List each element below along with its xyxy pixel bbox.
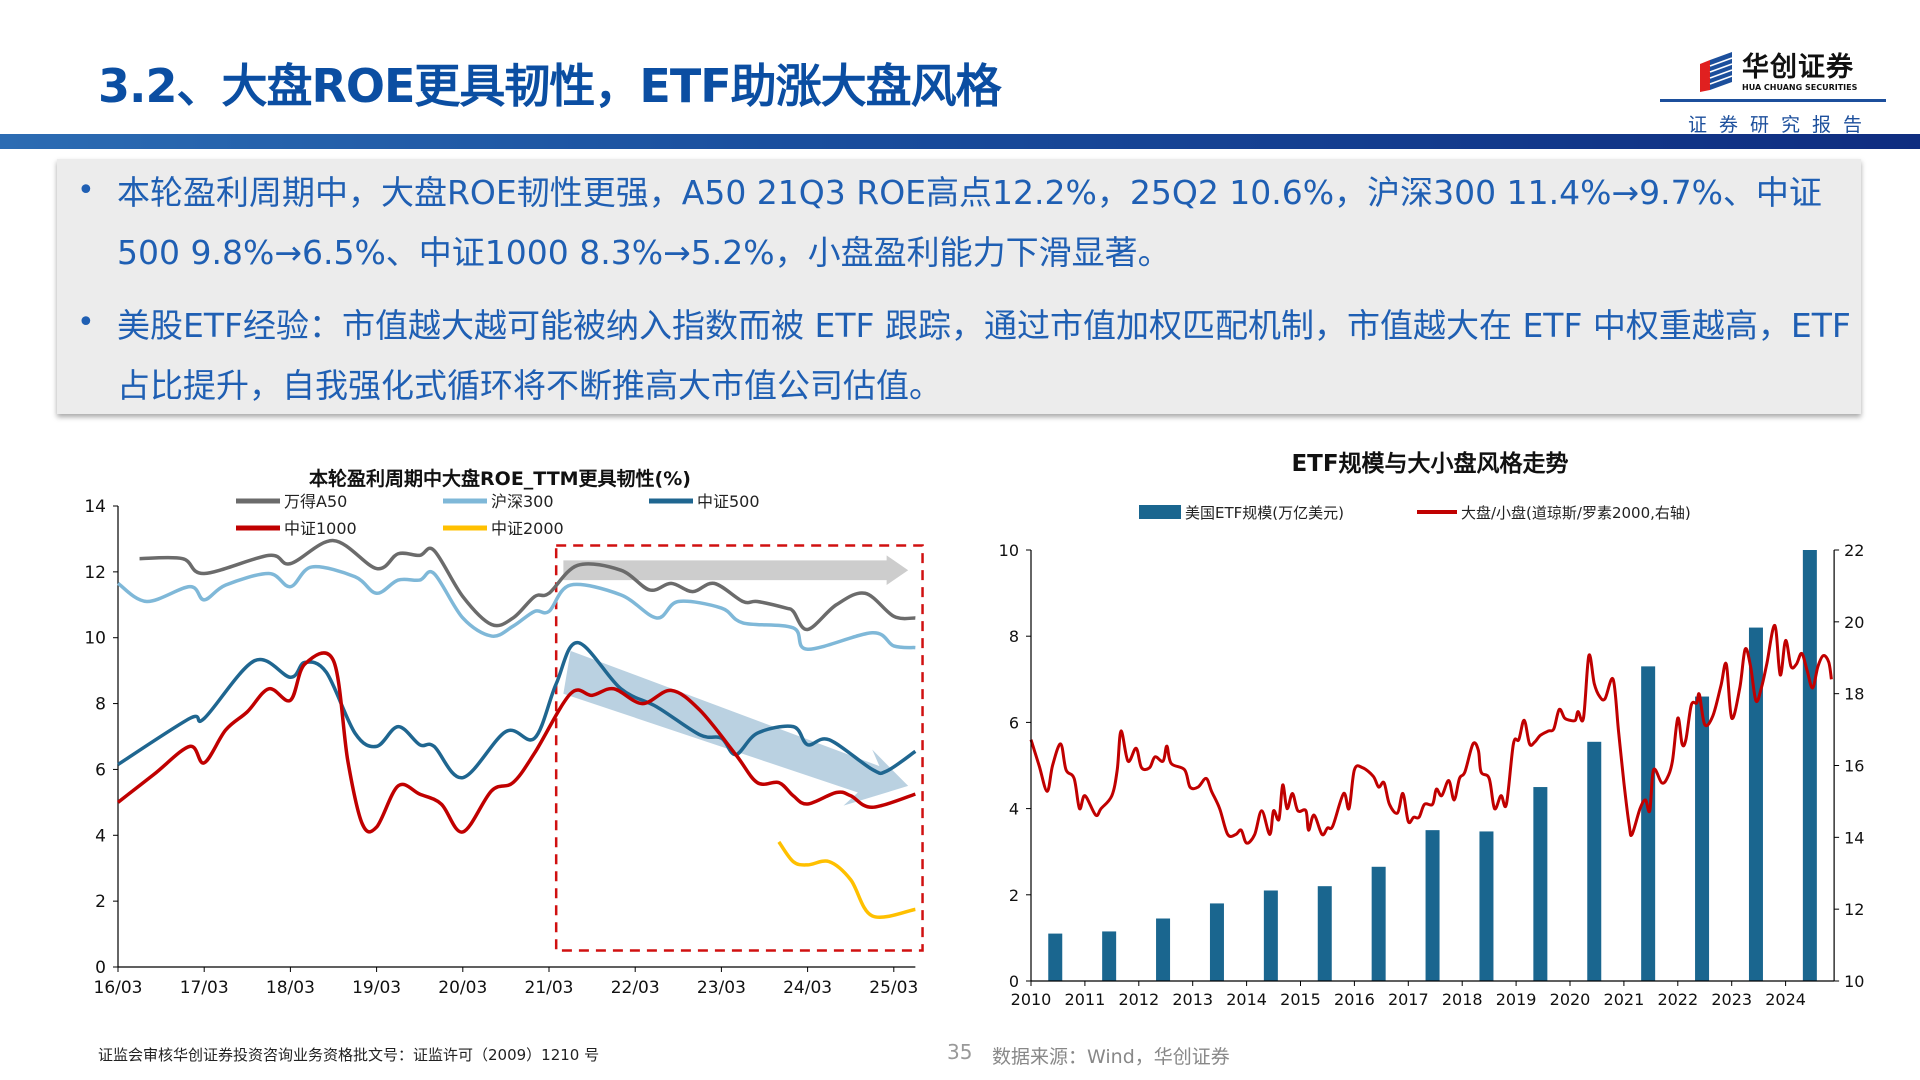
x-tick-label: 22/03 <box>611 978 660 998</box>
x-tick-label: 2014 <box>1226 990 1267 1009</box>
legend-label: 中证1000 <box>284 519 357 538</box>
legend-label: 美国ETF规模(万亿美元) <box>1185 504 1344 522</box>
x-tick-label: 2019 <box>1496 990 1537 1009</box>
y-tick-label: 14 <box>84 497 106 517</box>
series-line-3 <box>116 651 916 834</box>
y-tick-label: 2 <box>1009 886 1019 905</box>
y2-tick-label: 14 <box>1844 828 1864 847</box>
etf-bar <box>1641 666 1656 981</box>
license-note: 证监会审核华创证券投资咨询业务资格批文号：证监许可（2009）1210 号 <box>98 1046 600 1064</box>
etf-bar <box>1048 933 1063 981</box>
x-tick-label: 2010 <box>1011 990 1052 1009</box>
ratio-line <box>1029 623 1833 845</box>
x-tick-label: 2020 <box>1550 990 1591 1009</box>
etf-bar <box>1533 787 1548 981</box>
y-tick-label: 10 <box>84 629 106 649</box>
roe-line-chart: 本轮盈利周期中大盘ROE_TTM更具韧性(%) 0 2 4 6 8 10 12 14 16/03 1… <box>84 467 924 998</box>
summary-bullet-2: 美股ETF经验：市值越大越可能被纳入指数而被 ETF 跟踪，通过市值加权匹配机制… <box>117 306 1851 405</box>
legend-swatch <box>1139 505 1181 519</box>
series-line-2 <box>117 640 917 780</box>
y-tick-label: 8 <box>95 695 106 715</box>
logo-text-cn: 华创证券 <box>1742 51 1854 83</box>
header-band <box>0 134 1920 149</box>
x-tick-label: 20/03 <box>438 978 487 998</box>
etf-bar <box>1371 866 1386 981</box>
etf-bar <box>1425 830 1440 981</box>
highlight-box <box>554 544 924 952</box>
etf-bar <box>1802 550 1817 981</box>
etf-bar <box>1263 890 1278 981</box>
x-tick-label: 23/03 <box>697 978 746 998</box>
y-tick-label: 6 <box>95 760 106 780</box>
x-tick-label: 17/03 <box>180 978 229 998</box>
flat-trend-arrow <box>563 555 909 586</box>
logo-text-en: HUA CHUANG SECURITIES <box>1742 82 1858 92</box>
x-tick-label: 2023 <box>1711 990 1752 1009</box>
etf-bar <box>1156 918 1171 981</box>
downtrend-arrow <box>563 650 909 806</box>
summary-box: • 本轮盈利周期中，大盘ROE韧性更强，A50 21Q3 ROE高点12.2%，… <box>57 159 1861 414</box>
etf-bar <box>1587 741 1602 981</box>
x-tick-label: 18/03 <box>266 978 315 998</box>
bullet-dot: • <box>77 173 95 208</box>
x-tick-label: 25/03 <box>869 978 918 998</box>
x-tick-label: 2013 <box>1172 990 1213 1009</box>
report-label: 证券研究报告 <box>1688 114 1875 136</box>
x-tick-label: 2011 <box>1065 990 1106 1009</box>
y2-tick-label: 20 <box>1844 613 1864 632</box>
etf-bar <box>1102 931 1117 981</box>
etf-bar <box>1748 627 1763 981</box>
y-tick-label: 8 <box>1009 627 1019 646</box>
bullet-dot: • <box>77 305 95 340</box>
x-tick-label: 2024 <box>1765 990 1806 1009</box>
x-tick-label: 2018 <box>1442 990 1483 1009</box>
summary-bullet-1: 本轮盈利周期中，大盘ROE韧性更强，A50 21Q3 ROE高点12.2%，25… <box>117 173 1822 272</box>
x-tick-label: 2012 <box>1118 990 1159 1009</box>
legend-label: 大盘/小盘(道琼斯/罗素2000,右轴) <box>1461 504 1691 522</box>
etf-bar <box>1479 831 1494 981</box>
chart-title: 本轮盈利周期中大盘ROE_TTM更具韧性(%) <box>309 467 691 490</box>
y-tick-label: 0 <box>95 958 106 978</box>
etf-bar <box>1695 696 1710 981</box>
y-tick-label: 10 <box>999 541 1019 560</box>
y2-tick-label: 18 <box>1844 685 1864 704</box>
x-tick-label: 2021 <box>1604 990 1645 1009</box>
etf-bar <box>1317 886 1332 981</box>
x-tick-label: 2015 <box>1280 990 1321 1009</box>
y-tick-label: 4 <box>1009 800 1019 819</box>
y-tick-label: 12 <box>84 563 106 583</box>
logo-mark-icon <box>1696 52 1734 92</box>
x-tick-label: 24/03 <box>783 978 832 998</box>
page-title: 3.2、大盘ROE更具韧性，ETF助涨大盘风格 <box>98 59 1002 113</box>
series-line-1 <box>116 564 916 651</box>
y2-tick-label: 16 <box>1844 757 1864 776</box>
series-line-4 <box>777 840 916 919</box>
x-tick-label: 2016 <box>1334 990 1375 1009</box>
y-tick-label: 4 <box>95 826 106 846</box>
page-number: 35 <box>947 1040 973 1064</box>
chart-title: ETF规模与大小盘风格走势 <box>1291 450 1568 477</box>
x-tick-label: 2022 <box>1657 990 1698 1009</box>
x-tick-label: 2017 <box>1388 990 1429 1009</box>
x-tick-label: 19/03 <box>352 978 401 998</box>
y2-tick-label: 10 <box>1844 972 1864 991</box>
legend-label: 万得A50 <box>284 492 347 511</box>
y-tick-label: 0 <box>1009 972 1019 991</box>
legend-label: 中证500 <box>697 492 760 511</box>
series-line-0 <box>139 538 916 632</box>
y-tick-label: 6 <box>1009 713 1019 732</box>
y-tick-label: 2 <box>95 892 106 912</box>
legend-label: 沪深300 <box>491 492 554 511</box>
legend-label: 中证2000 <box>491 519 564 538</box>
data-source: 数据来源：Wind，华创证券 <box>992 1046 1230 1068</box>
etf-bar <box>1209 903 1224 981</box>
y2-tick-label: 22 <box>1844 541 1864 560</box>
logo-divider <box>1660 99 1886 102</box>
company-logo: 华创证券 HUA CHUANG SECURITIES <box>1696 50 1857 94</box>
y2-tick-label: 12 <box>1844 900 1864 919</box>
x-tick-label: 16/03 <box>94 978 143 998</box>
x-tick-label: 21/03 <box>525 978 574 998</box>
